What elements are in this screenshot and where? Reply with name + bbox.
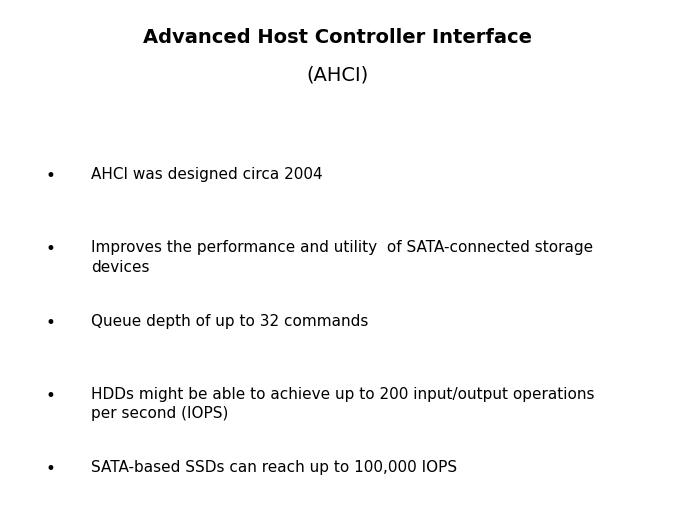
- Text: •: •: [46, 313, 55, 331]
- Text: SATA-based SSDs can reach up to 100,000 IOPS: SATA-based SSDs can reach up to 100,000 …: [91, 460, 457, 475]
- Text: •: •: [46, 240, 55, 258]
- Text: AHCI was designed circa 2004: AHCI was designed circa 2004: [91, 167, 323, 182]
- Text: •: •: [46, 386, 55, 405]
- Text: HDDs might be able to achieve up to 200 input/output operations
per second (IOPS: HDDs might be able to achieve up to 200 …: [91, 386, 595, 421]
- Text: (AHCI): (AHCI): [306, 66, 369, 85]
- Text: Improves the performance and utility  of SATA-connected storage
devices: Improves the performance and utility of …: [91, 240, 593, 274]
- Text: Queue depth of up to 32 commands: Queue depth of up to 32 commands: [91, 313, 369, 328]
- Text: Advanced Host Controller Interface: Advanced Host Controller Interface: [143, 28, 532, 47]
- Text: •: •: [46, 460, 55, 478]
- Text: •: •: [46, 167, 55, 185]
